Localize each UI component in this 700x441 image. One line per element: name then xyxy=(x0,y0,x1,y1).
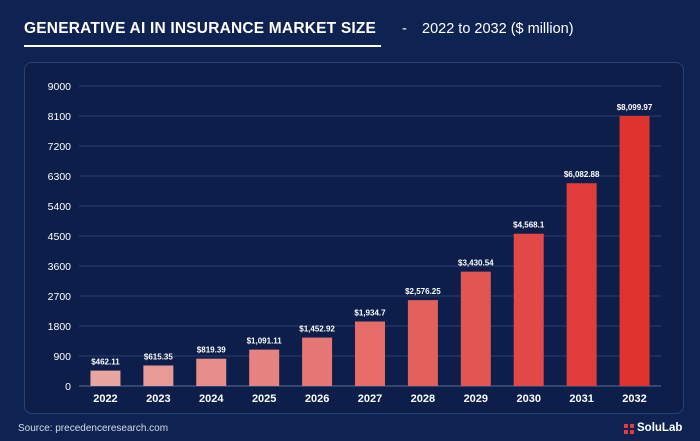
bar xyxy=(513,233,544,386)
data-label: $615.35 xyxy=(144,352,173,361)
y-tick-label: 2700 xyxy=(48,291,72,303)
x-tick-label: 2023 xyxy=(146,393,170,405)
bar-chart: 0 900 1800 2700 3600 4500 5400 6300 7200 8100 9000… xyxy=(48,81,661,405)
x-tick-label: 2031 xyxy=(569,393,593,405)
bar xyxy=(196,358,227,386)
data-label: $6,082.88 xyxy=(564,170,600,179)
solulab-logo-icon xyxy=(624,424,634,434)
x-tick-label: 2025 xyxy=(252,393,276,405)
bar xyxy=(249,349,280,386)
bar xyxy=(143,365,174,386)
chart-panel: 0 900 1800 2700 3600 4500 5400 6300 7200 8100 9000… xyxy=(24,62,684,414)
bar xyxy=(90,370,121,386)
x-tick-label: 2029 xyxy=(464,393,488,405)
data-label: $462.11 xyxy=(91,358,120,367)
bar xyxy=(407,300,438,386)
data-label: $8,099.97 xyxy=(617,103,653,112)
y-tick-label: 0 xyxy=(65,381,71,393)
data-label: $1,934.7 xyxy=(354,309,386,318)
x-tick-label: 2024 xyxy=(199,393,224,405)
data-label: $4,568.1 xyxy=(513,221,545,230)
y-tick-label: 900 xyxy=(53,351,71,363)
chart-subtitle: 2022 to 2032 ($ million) xyxy=(422,21,574,37)
chart-title: GENERATIVE AI IN INSURANCE MARKET SIZE xyxy=(24,20,377,37)
data-label: $2,576.25 xyxy=(405,287,441,296)
y-tick-label: 1800 xyxy=(48,321,72,333)
x-tick-label: 2030 xyxy=(516,393,540,405)
x-tick-label: 2027 xyxy=(358,393,382,405)
brand-name: SoluLab xyxy=(637,422,683,434)
bar xyxy=(619,116,650,386)
y-tick-label: 3600 xyxy=(48,261,72,273)
source-note: Source: precedenceresearch.com xyxy=(18,423,169,434)
y-tick-label: 7200 xyxy=(48,141,72,153)
x-tick-label: 2032 xyxy=(622,393,646,405)
bar xyxy=(355,321,385,386)
data-label: $819.39 xyxy=(197,346,226,355)
chart-header: GENERATIVE AI IN INSURANCE MARKET SIZE -… xyxy=(24,18,684,48)
x-tick-label: 2028 xyxy=(411,393,435,405)
subtitle-dash: - xyxy=(402,21,407,37)
data-label: $3,430.54 xyxy=(458,259,494,268)
x-tick-label: 2026 xyxy=(305,393,329,405)
data-label: $1,452.92 xyxy=(299,325,335,334)
y-tick-label: 6300 xyxy=(48,171,72,183)
y-tick-label: 4500 xyxy=(48,231,72,243)
y-tick-label: 5400 xyxy=(48,201,72,213)
x-tick-label: 2022 xyxy=(93,393,117,405)
y-tick-label: 8100 xyxy=(48,111,72,123)
bar xyxy=(302,337,333,386)
y-tick-label: 9000 xyxy=(48,81,72,93)
data-label: $1,091.11 xyxy=(247,337,283,346)
title-underline xyxy=(24,45,381,47)
bar xyxy=(566,183,597,386)
bar xyxy=(460,271,491,386)
